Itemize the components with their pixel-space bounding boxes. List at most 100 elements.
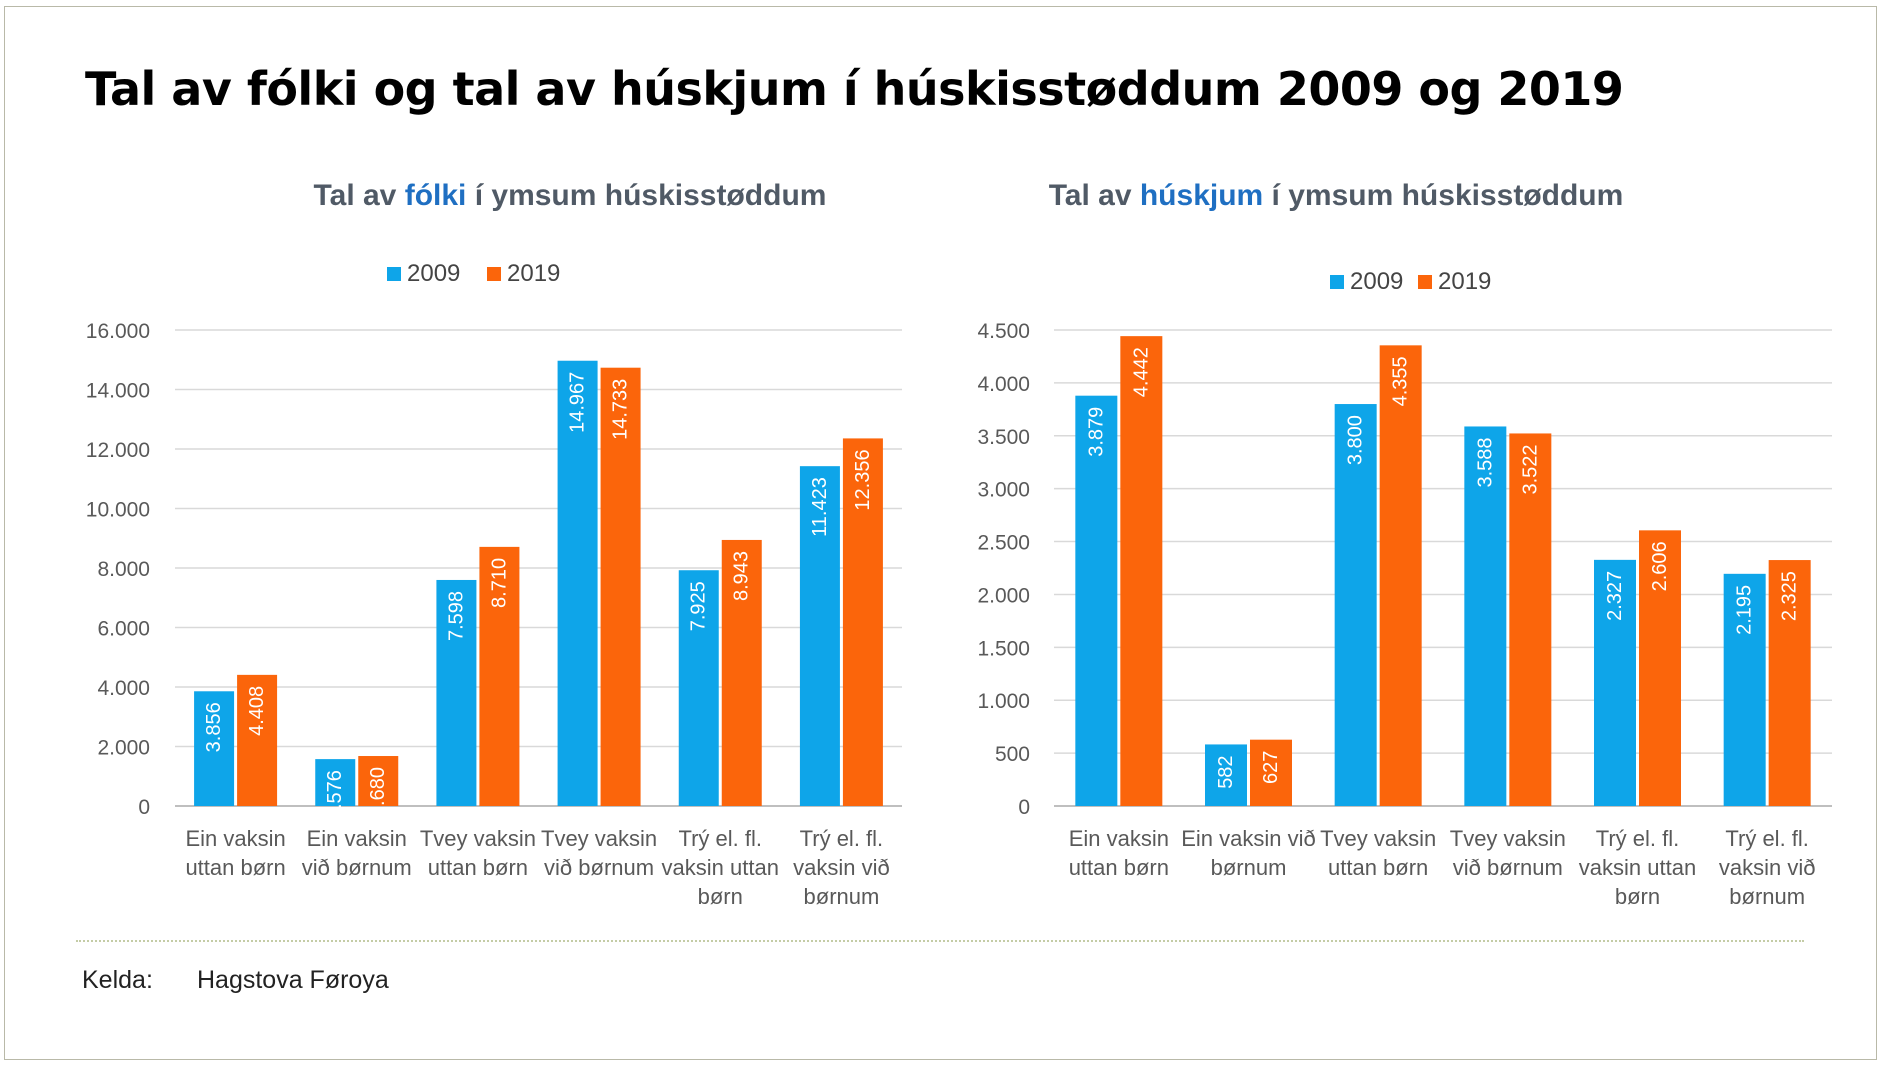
bar-2019 — [1509, 433, 1552, 806]
chart-title: Tal av húskjum í ymsum húskisstøddum — [1049, 179, 1624, 212]
category-label-line: vaksin við — [793, 855, 890, 880]
category-label: Tvey vaksin uttan børn — [420, 826, 536, 880]
bar-2009 — [315, 759, 356, 806]
category-label-line: børnum — [1729, 884, 1805, 909]
category-label-line: Trý el. fl. — [1725, 826, 1809, 851]
y-tick-label: 8.000 — [97, 558, 150, 581]
category-label-line: børn — [698, 884, 743, 909]
data-label: 7.598 — [445, 591, 467, 641]
data-label: 4.408 — [246, 686, 268, 736]
bar-2019 — [1768, 560, 1811, 806]
category-label-line: børnum — [1211, 855, 1287, 880]
y-tick-label: 14.000 — [86, 380, 150, 403]
data-label: 3.856 — [203, 702, 225, 752]
category-label-line: Tvey vaksin — [541, 826, 657, 851]
y-tick-label: 4.500 — [977, 320, 1030, 343]
legend-label-2019: 2019 — [1438, 268, 1491, 295]
chart-title-part: í ymsum húskisstøddum — [1263, 179, 1623, 212]
chart-title: Tal av fólki í ymsum húskisstøddum — [314, 179, 827, 212]
data-label: 2.195 — [1734, 585, 1756, 635]
legend-swatch-2019 — [1418, 275, 1432, 289]
chart-title-part: Tal av — [1049, 179, 1140, 212]
category-label-line: børn — [1615, 884, 1660, 909]
source-label: Kelda: — [82, 966, 153, 994]
category-label-line: við børnum — [1453, 855, 1563, 880]
chart-title-highlight: húskjum — [1140, 179, 1263, 212]
bar-2019 — [1120, 336, 1163, 806]
category-label-line: vaksin uttan — [662, 855, 779, 880]
y-tick-label: 4.000 — [977, 373, 1030, 396]
data-label: 8.710 — [488, 558, 510, 608]
bar-2009 — [1075, 395, 1118, 806]
y-tick-label: 2.000 — [97, 737, 150, 760]
bar-2019 — [600, 367, 641, 806]
y-tick-label: 1.000 — [977, 690, 1030, 713]
category-label: Ein vaksin uttan børn — [185, 826, 285, 880]
category-label-line: uttan børn — [1069, 855, 1169, 880]
category-label: Ein vaksin við børnum — [302, 826, 412, 880]
category-label-line: uttan børn — [185, 855, 285, 880]
bar-2019 — [721, 539, 762, 806]
category-label-line: vaksin uttan — [1579, 855, 1696, 880]
data-label: 627 — [1260, 751, 1282, 784]
category-label-line: Trý el. fl. — [800, 826, 884, 851]
category-label: Trý el. fl. vaksin uttan børn — [662, 826, 779, 909]
data-label: 3.800 — [1345, 415, 1367, 465]
chart-title-part: í ymsum húskisstøddum — [466, 179, 826, 212]
bar-2019 — [1250, 739, 1292, 806]
y-tick-label: 2.500 — [977, 532, 1030, 555]
bar-2019 — [358, 756, 399, 806]
bar-2009 — [557, 360, 598, 806]
bar-2009 — [799, 466, 840, 806]
category-label-line: við børnum — [302, 855, 412, 880]
data-label: 3.522 — [1519, 444, 1541, 494]
bar-2019 — [1639, 530, 1681, 806]
figure-frame — [4, 6, 1877, 1060]
chart-title-part: Tal av — [314, 179, 405, 212]
y-tick-label: 500 — [995, 743, 1030, 766]
data-label: 8.943 — [731, 551, 753, 601]
legend-label-2009: 2009 — [407, 260, 460, 287]
bar-2009 — [1334, 404, 1377, 806]
bar-2009 — [1723, 573, 1766, 806]
bar-2009 — [678, 570, 719, 806]
legend-swatch-2019 — [487, 267, 501, 281]
category-label-line: Tvey vaksin — [420, 826, 536, 851]
bar-2019 — [479, 546, 520, 806]
data-label: 2.327 — [1604, 571, 1626, 621]
category-label-line: vaksin við — [1719, 855, 1816, 880]
bar-2009 — [194, 691, 235, 806]
data-label: 14.967 — [567, 372, 589, 433]
data-label: 12.356 — [852, 449, 874, 510]
category-label-line: við børnum — [544, 855, 654, 880]
y-tick-label: 12.000 — [86, 439, 150, 462]
bar-2019 — [842, 438, 883, 806]
category-label-line: Tvey vaksin — [1450, 826, 1566, 851]
chart-title-highlight: fólki — [405, 179, 467, 212]
category-label: Trý el. fl. vaksin við børnum — [1719, 826, 1816, 909]
category-label-line: Tvey vaksin — [1320, 826, 1436, 851]
y-tick-label: 0 — [138, 796, 150, 819]
data-label: 1.576 — [324, 770, 346, 820]
data-label: 582 — [1215, 755, 1237, 788]
category-label-line: Trý el. fl. — [678, 826, 762, 851]
bar-2009 — [1594, 559, 1636, 806]
data-label: 3.588 — [1474, 437, 1496, 487]
bar-2009 — [1205, 744, 1247, 806]
data-label: 4.442 — [1130, 347, 1152, 397]
bar-2019 — [237, 674, 278, 806]
data-label: 2.606 — [1649, 541, 1671, 591]
y-tick-label: 16.000 — [86, 320, 150, 343]
data-label: 1.680 — [367, 767, 389, 817]
bar-2009 — [1464, 426, 1507, 806]
y-tick-label: 2.000 — [977, 584, 1030, 607]
category-label-line: Ein vaksin — [185, 826, 285, 851]
category-label-line: Trý el. fl. — [1596, 826, 1680, 851]
footer-divider — [76, 940, 1804, 942]
category-label: Trý el. fl. vaksin uttan børn — [1579, 826, 1696, 909]
y-tick-label: 3.000 — [977, 479, 1030, 502]
category-label: Ein vaksin uttan børn — [1069, 826, 1169, 880]
legend-swatch-2009 — [1330, 275, 1344, 289]
y-tick-label: 10.000 — [86, 499, 150, 522]
